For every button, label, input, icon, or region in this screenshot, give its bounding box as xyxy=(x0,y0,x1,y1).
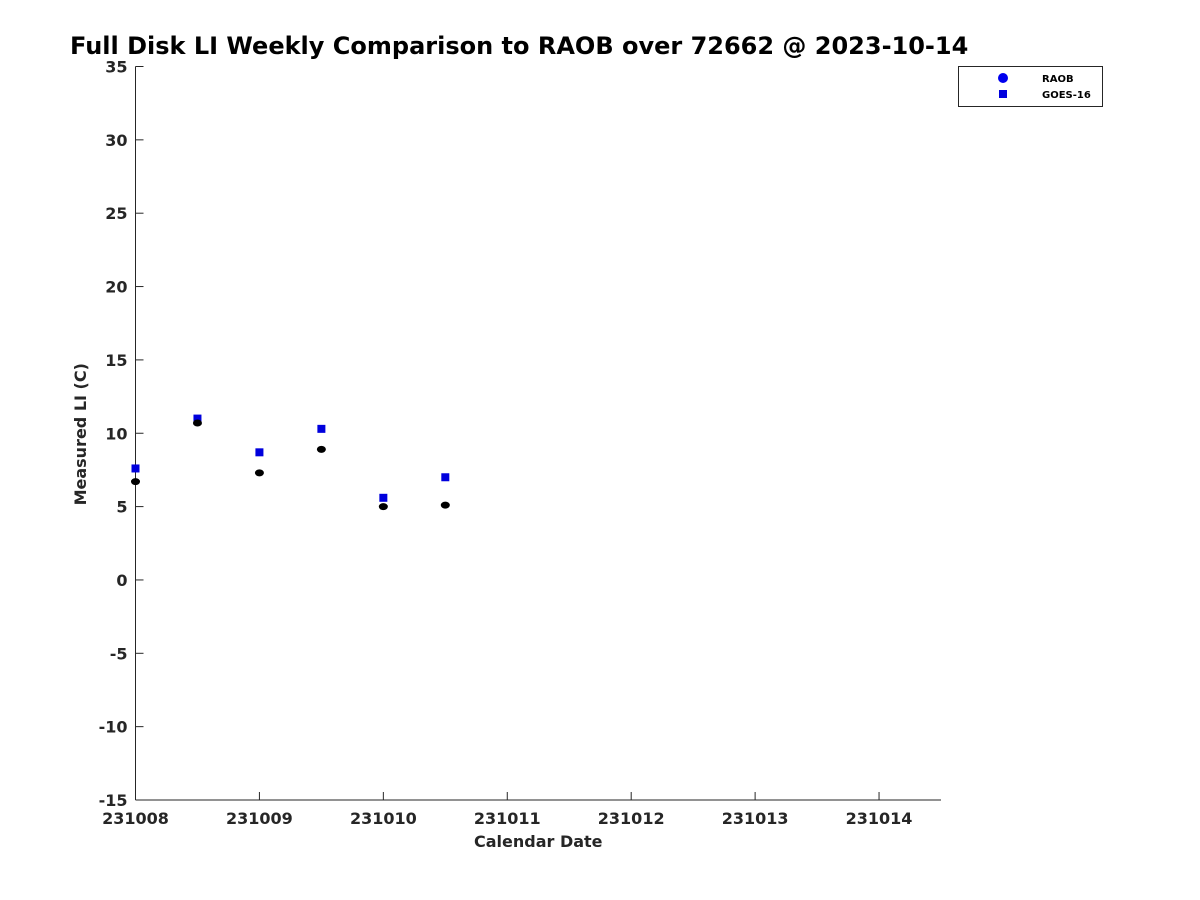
legend: RAOB GOES-16 xyxy=(958,66,1103,107)
legend-label: RAOB xyxy=(1042,74,1074,85)
axes xyxy=(135,66,941,801)
x-tick-label: 231009 xyxy=(226,809,293,828)
y-tick-label: -10 xyxy=(99,718,128,737)
goes16-point xyxy=(131,464,140,473)
raob-point xyxy=(192,419,202,427)
x-tick-label: 231013 xyxy=(722,809,789,828)
y-tick-label: 15 xyxy=(105,351,127,370)
legend-label: GOES-16 xyxy=(1042,90,1091,101)
x-tick-label: 231010 xyxy=(350,809,417,828)
goes16-point xyxy=(441,473,450,482)
x-tick-label: 231014 xyxy=(846,809,913,828)
goes16-point xyxy=(317,424,326,433)
y-axis-ticks: 35 30 25 20 15 10 5 0 -5 -10 -15 xyxy=(99,58,144,810)
x-axis-label: Calendar Date xyxy=(474,832,603,851)
legend-box xyxy=(958,66,1103,107)
legend-marker-goes16 xyxy=(999,90,1007,98)
y-tick-label: -15 xyxy=(99,791,128,810)
raob-point xyxy=(440,501,450,509)
y-tick-label: -5 xyxy=(110,644,128,663)
raob-point xyxy=(378,503,388,511)
y-tick-label: 35 xyxy=(105,58,127,77)
y-tick-label: 30 xyxy=(105,131,127,150)
chart-title: Full Disk LI Weekly Comparison to RAOB o… xyxy=(70,32,968,60)
goes16-point xyxy=(255,448,264,457)
legend-entries: RAOB GOES-16 xyxy=(998,73,1091,101)
legend-marker-raob xyxy=(998,73,1008,83)
y-tick-label: 10 xyxy=(105,424,127,443)
y-tick-label: 25 xyxy=(105,204,127,223)
y-tick-label: 0 xyxy=(116,571,127,590)
raob-point xyxy=(131,478,140,486)
y-tick-label: 5 xyxy=(116,498,127,517)
y-axis-label: Measured LI (C) xyxy=(71,363,90,505)
x-tick-label: 231008 xyxy=(102,809,169,828)
goes16-point xyxy=(193,414,202,423)
y-tick-label: 20 xyxy=(105,278,127,297)
data-points xyxy=(131,414,450,511)
x-tick-label: 231011 xyxy=(474,809,541,828)
raob-point xyxy=(316,445,326,453)
raob-point xyxy=(254,469,264,477)
goes16-point xyxy=(379,493,388,502)
x-axis-ticks: 231008 231009 231010 231011 231012 231013 2310… xyxy=(102,792,912,828)
x-tick-label: 231012 xyxy=(598,809,665,828)
